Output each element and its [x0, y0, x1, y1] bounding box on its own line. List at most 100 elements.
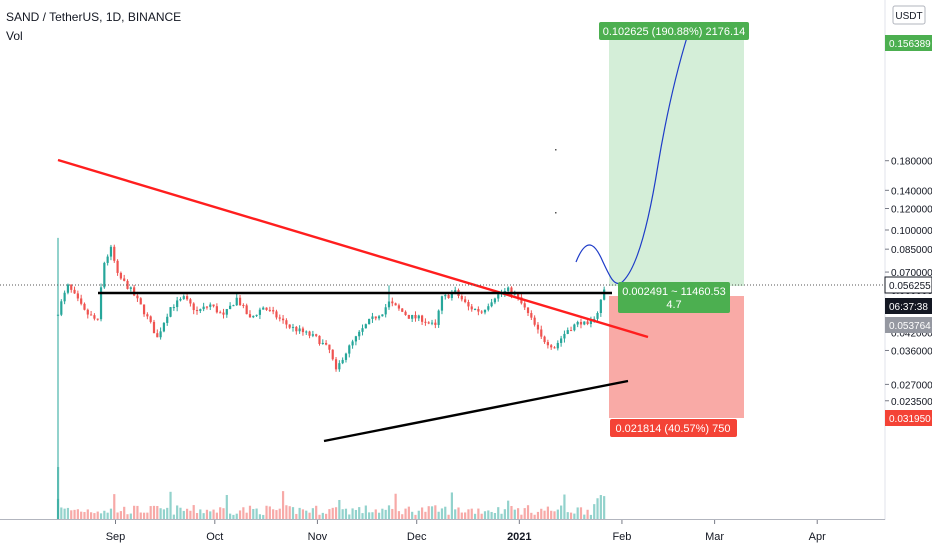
y-tick-label: 0.027000: [891, 380, 932, 391]
volume-bar: [169, 491, 172, 519]
candle-body: [599, 299, 602, 313]
candle-body: [295, 326, 298, 332]
volume-bar: [308, 512, 311, 519]
candle-body: [215, 306, 218, 313]
candle-body: [139, 298, 142, 305]
volume-bar: [424, 511, 427, 519]
candle-body: [202, 306, 205, 310]
candle-body: [477, 308, 480, 312]
projection-path[interactable]: [575, 33, 689, 285]
target-price-badge: 0.156389: [885, 35, 932, 51]
profit-zone[interactable]: [609, 39, 744, 286]
volume-bar: [497, 507, 500, 519]
candle-body: [262, 307, 265, 310]
volume-bar: [510, 506, 513, 519]
x-tick-label: Apr: [809, 531, 826, 543]
volume-bar: [473, 513, 477, 519]
volume-bar: [315, 505, 318, 519]
candle-body: [381, 314, 384, 317]
loss-zone[interactable]: [609, 296, 744, 418]
volume-bar: [377, 512, 381, 519]
volume-bar: [417, 510, 420, 519]
candle-body: [96, 318, 99, 320]
ascending-trendline[interactable]: [323, 379, 629, 443]
candle-body: [63, 292, 66, 302]
volume-bar: [179, 507, 182, 519]
candle-body: [291, 326, 295, 328]
candle-body: [589, 319, 593, 324]
candle-body: [414, 315, 417, 319]
candle-body: [371, 316, 374, 319]
svg-text:0.053764: 0.053764: [889, 321, 931, 332]
countdown-badge: 06:37:38: [885, 298, 932, 314]
candle-body: [454, 290, 457, 294]
volume-bar: [503, 509, 506, 519]
descending-trendline[interactable]: [57, 158, 649, 339]
candle-body: [427, 322, 430, 324]
candle-body: [344, 353, 348, 360]
entry-info-label[interactable]: 0.002491 ~ 11460.53 4.7: [618, 282, 730, 313]
volume-bar: [371, 512, 374, 519]
candle-body: [298, 328, 301, 332]
candle-body: [483, 309, 487, 313]
candle-body: [361, 328, 364, 332]
candle-body: [328, 344, 331, 350]
volume-bar: [407, 506, 410, 519]
candle-body: [358, 331, 361, 337]
symbol-title[interactable]: SAND / TetherUS, 1D, BINANCE: [6, 10, 181, 24]
currency-selector[interactable]: USDT: [892, 5, 926, 25]
candle-body: [576, 321, 579, 325]
y-tick-label: 0.023500: [891, 397, 932, 408]
volume-bar: [507, 500, 510, 519]
y-tick-label: 0.180000: [891, 157, 932, 168]
volume-legend[interactable]: Vol: [6, 29, 23, 43]
volume-bar: [467, 509, 470, 519]
candle-body: [93, 315, 96, 319]
volume-bar: [464, 512, 467, 519]
entry-info-text: 0.002491 ~ 11460.53: [622, 286, 725, 298]
volume-bar: [209, 511, 212, 519]
volume-bar: [152, 505, 156, 519]
candle-body: [205, 306, 209, 308]
volume-bar: [93, 513, 96, 519]
candle-body: [354, 336, 357, 342]
volume-bar: [298, 507, 301, 519]
volume-bar: [123, 506, 126, 519]
volume-bar: [258, 514, 262, 519]
volume-bar: [447, 514, 450, 519]
candle-body: [129, 287, 132, 289]
candle-body: [364, 324, 367, 329]
candle-body: [235, 297, 238, 306]
candle-body: [315, 334, 318, 336]
volume-bar: [593, 504, 596, 519]
volume-bar: [73, 509, 76, 519]
candle-body: [447, 294, 450, 298]
volume-bar: [199, 509, 202, 519]
volume-bar: [543, 510, 546, 519]
volume-bar: [185, 508, 189, 519]
volume-bar: [430, 506, 434, 519]
candle-body: [116, 260, 119, 273]
volume-bar: [116, 512, 119, 519]
candle-body: [109, 246, 113, 257]
candle-body: [278, 317, 281, 319]
volume-bar: [281, 491, 285, 519]
candle-body: [520, 297, 523, 304]
stop-label[interactable]: 0.021814 (40.57%) 750: [610, 419, 737, 437]
candle-body: [460, 296, 463, 300]
volume-bar: [444, 506, 447, 519]
candle-body: [281, 318, 285, 321]
candle-body: [510, 287, 513, 295]
volume-bar: [96, 511, 99, 519]
volume-bar: [427, 506, 430, 519]
time-axis[interactable]: Sep Oct Nov Dec 2021 Feb Mar Apr: [0, 519, 885, 544]
target-label[interactable]: 0.102625 (190.88%) 2176.14: [599, 22, 749, 40]
volume-bar: [526, 505, 530, 519]
entry-price-badge: 0.053764: [885, 317, 932, 333]
candle-body: [493, 298, 497, 303]
price-axis[interactable]: 0.180000 0.140000 0.120000 0.100000 0.085000…: [884, 0, 932, 520]
volume-bar: [500, 513, 503, 519]
candle-body: [569, 330, 573, 332]
volume-bar: [60, 507, 63, 519]
